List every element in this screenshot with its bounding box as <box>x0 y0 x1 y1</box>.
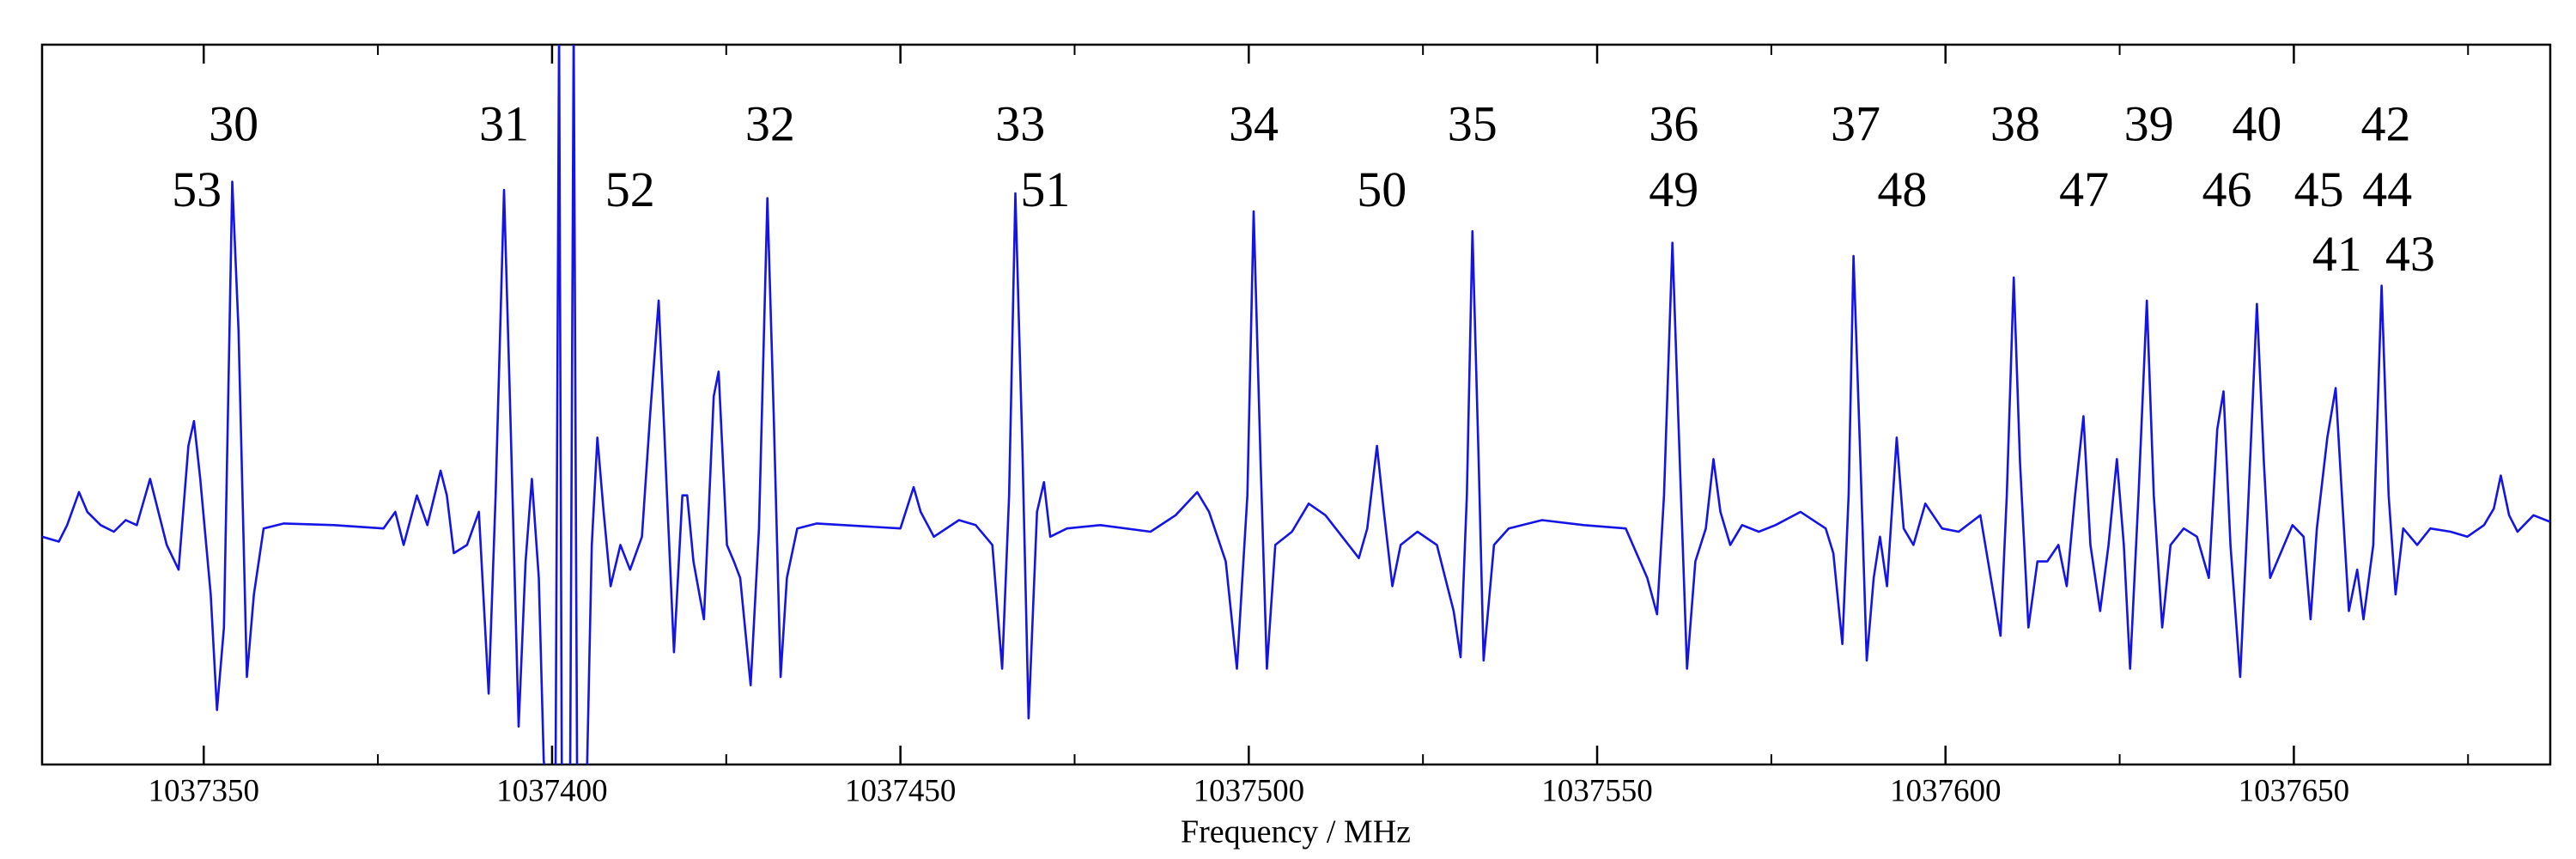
x-tick-label: 1037550 <box>1541 773 1653 808</box>
peak-label: 39 <box>2124 95 2174 151</box>
peak-label: 43 <box>2385 226 2435 282</box>
peak-label: 38 <box>1990 95 2040 151</box>
x-tick-label: 1037500 <box>1194 773 1305 808</box>
peak-label: 36 <box>1649 95 1698 151</box>
x-axis-label: Frequency / MHz <box>1181 814 1411 850</box>
x-tick-label: 1037650 <box>2239 773 2350 808</box>
plot-frame <box>40 43 2552 766</box>
spectrum-line <box>42 45 2550 765</box>
peak-label: 37 <box>1831 95 1880 151</box>
peak-label: 41 <box>2312 226 2362 282</box>
peak-label: 32 <box>745 95 795 151</box>
peak-label: 49 <box>1649 161 1698 217</box>
peak-label: 51 <box>1020 161 1070 217</box>
x-tick-label: 1037600 <box>1890 773 2002 808</box>
peak-label: 48 <box>1877 161 1927 217</box>
peak-label: 45 <box>2294 161 2344 217</box>
peak-label: 44 <box>2362 161 2412 217</box>
peak-label: 47 <box>2059 161 2109 217</box>
peak-label: 53 <box>172 161 222 217</box>
x-tick-label: 1037400 <box>496 773 608 808</box>
peak-label: 52 <box>605 161 655 217</box>
peak-label: 50 <box>1357 161 1406 217</box>
peak-label: 30 <box>209 95 258 151</box>
peak-label: 34 <box>1229 95 1279 151</box>
x-tick-label: 1037450 <box>845 773 957 808</box>
peak-label: 31 <box>479 95 529 151</box>
peak-label: 46 <box>2202 161 2252 217</box>
peak-label: 42 <box>2361 95 2411 151</box>
peak-label: 35 <box>1448 95 1498 151</box>
peak-label: 40 <box>2232 95 2281 151</box>
peak-label: 33 <box>995 95 1045 151</box>
x-tick-label: 1037350 <box>148 773 259 808</box>
